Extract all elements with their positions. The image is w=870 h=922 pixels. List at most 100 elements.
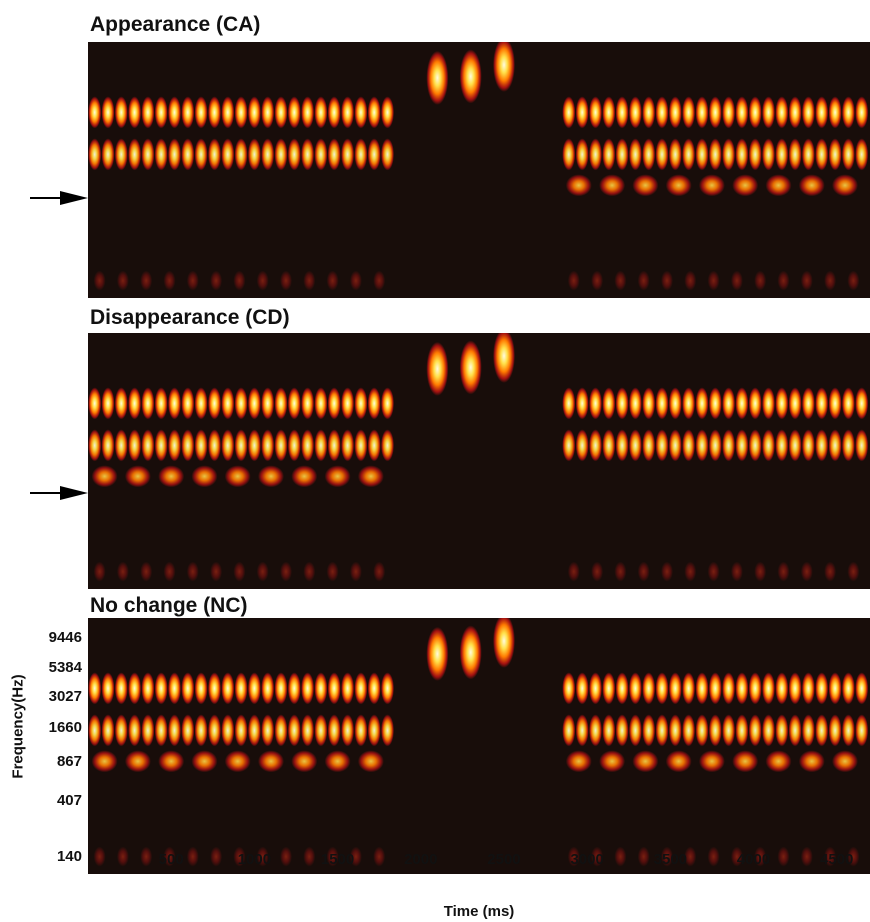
y-tick-label: 867 <box>56 753 82 771</box>
tone-pulse-1-5 <box>154 714 168 747</box>
probe-tone-1 <box>459 625 482 680</box>
tone-pulse-3-12 <box>722 96 736 129</box>
tone-pulse-5-2 <box>589 429 602 462</box>
tone-pulse-6-5 <box>684 561 697 582</box>
tone-pulse-3-8 <box>280 561 292 582</box>
tone-pulse-1-7 <box>181 138 195 171</box>
tone-pulse-1-12 <box>247 138 261 171</box>
tone-pulse-4-0 <box>562 387 576 420</box>
tone-pulse-1-13 <box>261 714 275 747</box>
tone-pulse-7-10 <box>800 846 813 867</box>
tone-pulse-1-18 <box>327 714 341 747</box>
tone-pulse-0-9 <box>208 387 221 420</box>
tone-pulse-4-10 <box>695 387 709 420</box>
tone-pulse-1-3 <box>128 138 142 171</box>
tone-pulse-4-14 <box>748 387 762 420</box>
tone-pulse-6-7 <box>798 750 825 773</box>
tone-pulse-5-2 <box>632 174 659 197</box>
tone-pulse-6-7 <box>730 270 743 291</box>
tone-pulse-4-16 <box>775 138 789 171</box>
x-tick-label: 4500 <box>820 851 854 868</box>
tone-pulse-4-5 <box>628 672 642 705</box>
tone-pulse-3-4 <box>615 96 629 129</box>
y-tick-label: 9446 <box>48 629 82 647</box>
tone-pulse-3-8 <box>668 96 682 129</box>
tone-pulse-2-4 <box>186 270 199 291</box>
tone-pulse-1-18 <box>327 138 341 171</box>
tone-pulse-1-19 <box>341 714 355 747</box>
tone-pulse-6-9 <box>777 561 790 582</box>
tone-pulse-4-14 <box>748 138 762 171</box>
spectrogram-ca <box>88 42 870 298</box>
tone-pulse-5-18 <box>801 429 815 462</box>
tone-pulse-1-17 <box>314 714 328 747</box>
tone-pulse-0-17 <box>314 96 328 129</box>
tone-pulse-0-21 <box>367 387 381 420</box>
tone-pulse-6-4 <box>698 750 725 773</box>
tone-pulse-5-5 <box>732 174 759 197</box>
tone-pulse-1-20 <box>354 138 368 171</box>
tone-pulse-4-7 <box>655 672 669 705</box>
tone-pulse-4-13 <box>735 387 749 420</box>
tone-pulse-1-11 <box>234 429 248 462</box>
tone-pulse-3-8 <box>280 846 292 867</box>
tone-pulse-0-7 <box>181 96 195 129</box>
tone-pulse-6-5 <box>732 750 759 773</box>
tone-pulse-1-9 <box>208 138 221 171</box>
tone-pulse-2-5 <box>210 270 223 291</box>
tone-pulse-4-4 <box>615 138 629 171</box>
tone-pulse-0-2 <box>114 672 128 705</box>
tone-pulse-0-0 <box>88 96 102 129</box>
tone-pulse-6-12 <box>847 561 860 582</box>
tone-pulse-3-9 <box>303 561 316 582</box>
tone-pulse-4-6 <box>642 387 656 420</box>
tone-pulse-6-3 <box>637 270 650 291</box>
tone-pulse-1-1 <box>101 429 115 462</box>
tone-pulse-0-13 <box>261 96 275 129</box>
tone-pulse-3-6 <box>233 846 246 867</box>
tone-pulse-0-16 <box>301 96 315 129</box>
tone-pulse-4-7 <box>655 138 669 171</box>
tone-pulse-6-10 <box>800 270 813 291</box>
tone-pulse-3-7 <box>655 96 669 129</box>
tone-pulse-1-21 <box>367 429 381 462</box>
tone-pulse-6-2 <box>614 270 627 291</box>
tone-pulse-3-5 <box>628 96 642 129</box>
tone-pulse-3-3 <box>602 96 616 129</box>
y-tick-label: 407 <box>56 792 82 810</box>
spectrogram-cd <box>88 333 870 589</box>
tone-pulse-0-15 <box>287 387 301 420</box>
tone-pulse-3-19 <box>815 96 829 129</box>
tone-pulse-4-15 <box>762 387 775 420</box>
tone-pulse-4-18 <box>801 138 815 171</box>
tone-pulse-0-2 <box>114 96 128 129</box>
tone-pulse-1-1 <box>101 138 115 171</box>
tone-pulse-5-14 <box>748 429 762 462</box>
tone-pulse-5-17 <box>788 429 802 462</box>
tone-pulse-5-0 <box>565 174 592 197</box>
tone-pulse-1-5 <box>154 138 168 171</box>
tone-pulse-1-10 <box>221 714 235 747</box>
tone-pulse-2-0 <box>91 750 118 773</box>
spectrogram-cd-plot <box>88 333 869 582</box>
tone-pulse-2-10 <box>326 270 339 291</box>
tone-pulse-1-17 <box>314 138 328 171</box>
tone-pulse-1-20 <box>354 429 368 462</box>
tone-pulse-7-7 <box>730 846 743 867</box>
tone-pulse-4-8 <box>668 138 682 171</box>
tone-pulse-0-11 <box>234 387 248 420</box>
x-tick-label: 2500 <box>487 851 521 868</box>
tone-pulse-2-2 <box>140 270 153 291</box>
tone-pulse-5-9 <box>682 429 696 462</box>
panel-title-nc: No change (NC) <box>90 594 248 617</box>
tone-pulse-0-8 <box>194 672 208 705</box>
tone-pulse-4-4 <box>615 672 629 705</box>
tone-pulse-3-0 <box>93 561 106 582</box>
tone-pulse-6-0 <box>567 561 580 582</box>
tone-pulse-5-19 <box>815 714 829 747</box>
tone-pulse-4-0 <box>562 138 576 171</box>
spectrogram-ca-plot <box>88 42 869 291</box>
tone-pulse-0-7 <box>181 672 195 705</box>
tone-pulse-4-7 <box>655 387 669 420</box>
tone-pulse-1-16 <box>301 714 315 747</box>
